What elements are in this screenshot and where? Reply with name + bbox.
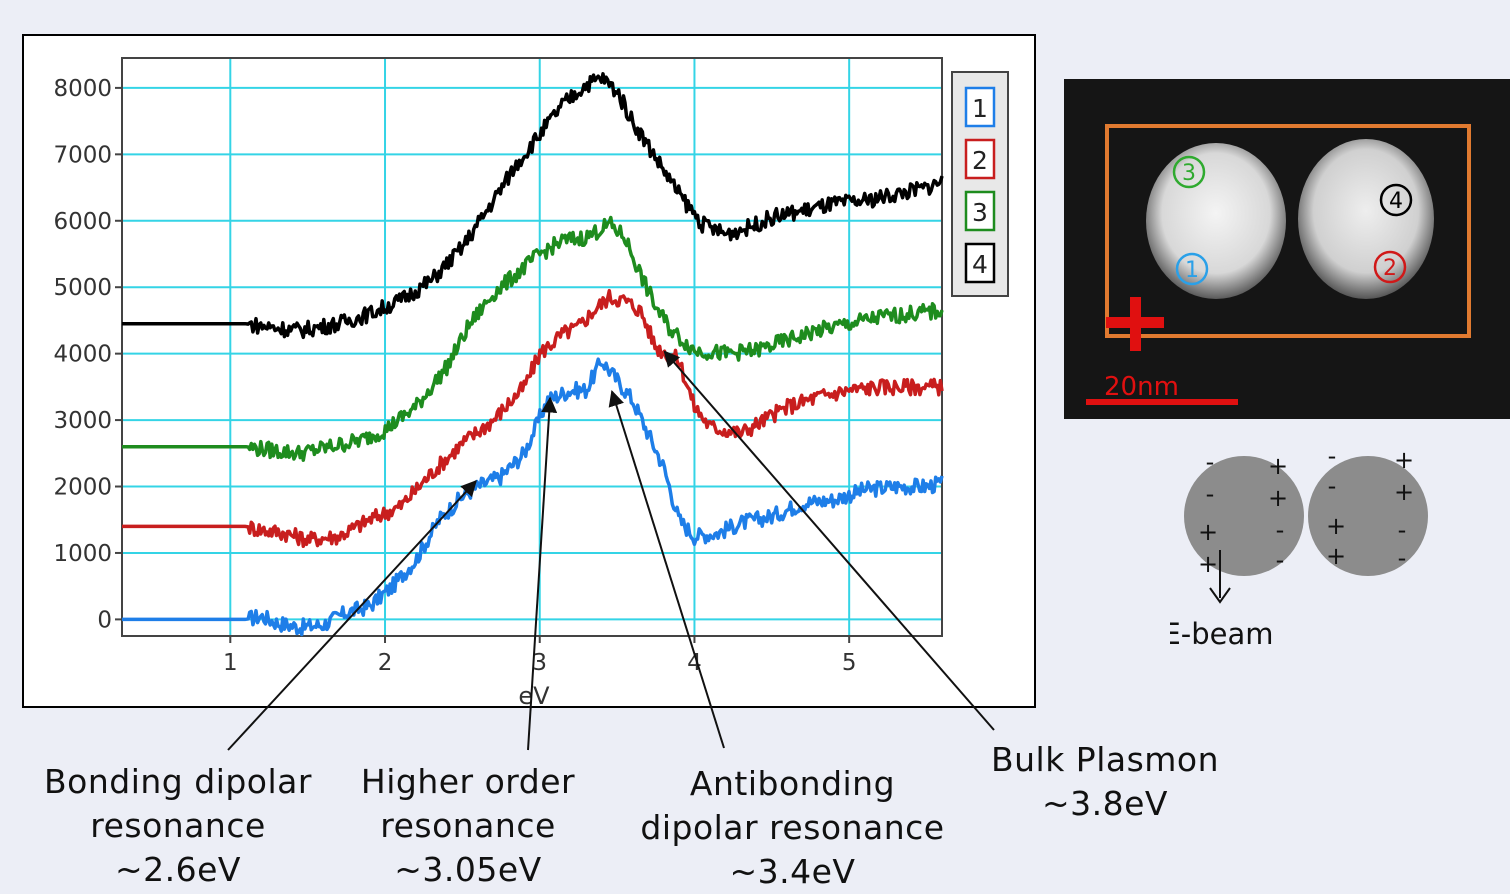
y-tick-label: 7000 xyxy=(53,142,112,168)
crosshair-icon xyxy=(1106,297,1164,351)
charge-left: + xyxy=(1198,518,1218,546)
charge-right: + xyxy=(1326,512,1346,540)
stem-image: 3 4 1 2 20nm xyxy=(1064,79,1510,419)
probe-marker-label-4: 4 xyxy=(1389,189,1403,214)
x-tick-label: 2 xyxy=(378,650,393,676)
charge-right: - xyxy=(1328,448,1337,470)
axis-ticks: 1 2 3 4 5 0 1000 2000 3000 4000 5000 6000 7000 8000 xyxy=(53,76,856,676)
probe-marker-label-2: 2 xyxy=(1383,256,1397,281)
probe-marker-2 xyxy=(1373,250,1407,284)
surface-charges: - +- ++ -+ -- +- ++ -+ - xyxy=(1198,448,1414,578)
charge-right: + xyxy=(1394,478,1414,506)
series-line-1 xyxy=(121,357,944,637)
probe-markers: 3 4 1 2 xyxy=(1172,155,1413,286)
x-tick-label: 3 xyxy=(532,650,547,676)
x-axis-label: eV xyxy=(518,682,550,710)
charge-right: - xyxy=(1398,516,1407,544)
legend-swatch-1 xyxy=(964,86,996,128)
dimer-schematic: - +- ++ -+ -- +- ++ -+ - E-beam xyxy=(1170,448,1428,651)
scale-bar-label: 20nm xyxy=(1104,372,1179,402)
y-tick-label: 2000 xyxy=(53,475,112,501)
x-tick-label: 5 xyxy=(842,650,857,676)
probe-marker-1 xyxy=(1175,252,1209,286)
y-tick-label: 0 xyxy=(97,607,112,633)
nanoparticle-right xyxy=(1298,139,1434,299)
e-beam-label: E-beam xyxy=(1170,617,1274,651)
charge-right: + xyxy=(1394,448,1414,474)
legend-swatch-3 xyxy=(964,190,996,232)
legend-label-3: 3 xyxy=(972,198,988,227)
e-beam-arrow-icon xyxy=(1209,587,1231,604)
charge-left: - xyxy=(1206,480,1215,508)
series-line-3 xyxy=(121,215,944,462)
y-tick-label: 5000 xyxy=(53,275,112,301)
region-of-interest xyxy=(1105,124,1471,338)
charge-left: - xyxy=(1276,546,1285,574)
sphere-left xyxy=(1184,456,1304,576)
spectrum-chart: 1 2 3 4 5 0 1000 2000 3000 4000 5000 6000 7000 8000 e… xyxy=(53,57,1009,710)
probe-marker-label-1: 1 xyxy=(1185,258,1199,283)
y-tick-label: 6000 xyxy=(53,209,112,235)
charge-left: + xyxy=(1198,550,1218,578)
charge-right: - xyxy=(1328,472,1337,500)
x-tick-label: 1 xyxy=(223,650,238,676)
legend-label-4: 4 xyxy=(972,250,988,279)
annotation-higher-order: Higher order resonance ~3.05eV xyxy=(360,762,576,889)
charge-left: + xyxy=(1268,452,1288,480)
charge-right: - xyxy=(1398,544,1407,572)
charge-right: + xyxy=(1326,542,1346,570)
annotation-bonding-dipolar: Bonding dipolar resonance ~2.6eV xyxy=(44,762,312,889)
stem-image-canvas: 3 4 1 2 20nm xyxy=(1086,124,1471,405)
y-tick-label: 8000 xyxy=(53,76,112,102)
legend-label-2: 2 xyxy=(972,146,988,175)
charge-left: - xyxy=(1276,516,1285,544)
charge-left: - xyxy=(1206,448,1215,476)
y-tick-label: 4000 xyxy=(53,342,112,368)
scale-bar xyxy=(1086,399,1238,405)
probe-marker-4 xyxy=(1379,183,1413,217)
y-tick-label: 3000 xyxy=(53,408,112,434)
probe-marker-3 xyxy=(1172,155,1206,189)
x-tick-label: 4 xyxy=(687,650,702,676)
y-tick-label: 1000 xyxy=(53,541,112,567)
charge-left: + xyxy=(1268,484,1288,512)
legend-swatch-2 xyxy=(964,138,996,180)
nanoparticle-left xyxy=(1146,143,1286,299)
probe-marker-label-3: 3 xyxy=(1182,161,1196,186)
legend: 1 2 3 4 xyxy=(951,71,1009,297)
sphere-right xyxy=(1308,456,1428,576)
annotation-antibonding-dipolar: Antibonding dipolar resonance ~3.4eV xyxy=(640,764,945,891)
legend-swatch-4 xyxy=(964,242,996,284)
series-line-4 xyxy=(121,72,944,340)
annotation-bulk-plasmon: Bulk Plasmon ~3.8eV xyxy=(990,740,1220,823)
spectrum-chart-frame: 1 2 3 4 5 0 1000 2000 3000 4000 5000 6000 7000 8000 e… xyxy=(22,34,1036,710)
legend-label-1: 1 xyxy=(972,94,988,123)
